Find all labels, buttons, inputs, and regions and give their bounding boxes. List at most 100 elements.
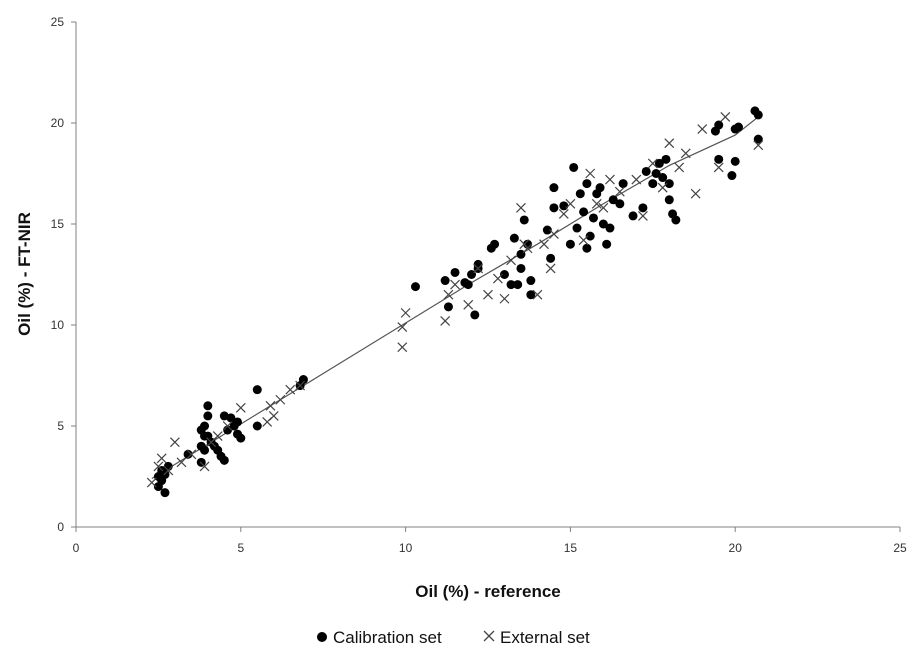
external-point (156, 453, 167, 464)
y-tick-label: 0 (57, 520, 64, 534)
calibration-point (714, 154, 724, 164)
external-point (532, 289, 543, 300)
calibration-point (658, 173, 668, 183)
calibration-point (753, 110, 763, 120)
calibration-point (219, 455, 229, 465)
trendline-group (151, 116, 759, 480)
legend-external-label: External set (500, 628, 590, 647)
data-points (146, 106, 764, 498)
calibration-point (638, 203, 648, 213)
calibration-point (219, 411, 229, 421)
external-point (674, 162, 685, 173)
external-point (565, 198, 576, 209)
calibration-point (519, 215, 529, 225)
external-point (614, 186, 625, 197)
external-point (473, 263, 484, 274)
calibration-point (183, 449, 193, 459)
external-point (295, 380, 306, 391)
calibration-point (470, 310, 480, 320)
external-point (492, 273, 503, 284)
external-point (463, 299, 474, 310)
external-point (713, 162, 724, 173)
calibration-point (490, 239, 500, 249)
external-point (506, 255, 516, 266)
calibration-point (598, 219, 608, 229)
x-tick-label: 0 (73, 541, 80, 555)
calibration-point (499, 270, 509, 279)
external-point (578, 235, 589, 246)
calibration-point (526, 290, 536, 300)
external-point (285, 384, 296, 395)
legend-calibration-marker (317, 632, 327, 642)
x-tick-label: 10 (399, 541, 413, 555)
calibration-point (664, 179, 674, 189)
external-point (753, 140, 764, 151)
external-point (163, 465, 174, 476)
external-point (545, 263, 556, 274)
external-point (539, 239, 549, 250)
external-point (591, 198, 602, 209)
calibration-point (203, 431, 213, 441)
trendline (151, 116, 759, 480)
external-point (146, 477, 157, 488)
external-point (697, 124, 708, 134)
axis-ticks: 0 5 10 15 20 25 0 5 10 15 20 25 (51, 15, 907, 555)
external-point (450, 279, 460, 290)
external-point (153, 461, 164, 472)
external-point (397, 322, 408, 332)
x-axis-title: Oil (%) - reference (415, 582, 561, 601)
external-point (169, 437, 180, 448)
calibration-point (203, 411, 213, 421)
external-point (483, 289, 493, 300)
calibration-point (572, 223, 582, 233)
y-tick-label: 15 (51, 217, 65, 231)
calibration-point (588, 213, 598, 223)
external-point (558, 208, 569, 219)
calibration-point (618, 179, 628, 189)
calibration-point (236, 433, 246, 443)
calibration-point (579, 207, 589, 217)
calibration-point (585, 231, 595, 241)
external-point (605, 174, 615, 185)
calibration-point (730, 156, 740, 166)
external-point (397, 342, 408, 353)
calibration-point (160, 488, 170, 498)
external-point (657, 182, 668, 193)
calibration-point (628, 211, 638, 221)
x-tick-label: 20 (729, 541, 743, 555)
calibration-point (509, 233, 519, 243)
calibration-point (727, 171, 737, 181)
calibration-point (671, 215, 681, 225)
calibration-point (526, 276, 536, 286)
external-point (664, 138, 675, 149)
external-point (631, 174, 642, 185)
calibration-point (463, 280, 473, 290)
external-point (212, 431, 223, 442)
y-tick-label: 10 (51, 318, 65, 332)
y-tick-label: 20 (51, 116, 65, 130)
calibration-point (546, 253, 556, 263)
calibration-point (516, 263, 526, 273)
external-point (637, 210, 648, 221)
calibration-point (450, 267, 460, 277)
y-tick-label: 25 (51, 15, 65, 29)
calibration-point (233, 417, 243, 427)
x-tick-label: 5 (237, 541, 244, 555)
external-point (690, 188, 701, 199)
calibration-point (582, 243, 592, 253)
calibration-point (654, 158, 664, 168)
external-point (400, 307, 411, 318)
external-point (186, 449, 197, 460)
external-point (440, 316, 451, 326)
calibration-point (714, 120, 724, 130)
calibration-point (213, 445, 223, 455)
external-point (522, 243, 533, 254)
calibration-point (605, 223, 615, 233)
calibration-point (602, 239, 612, 249)
external-point (265, 400, 276, 411)
x-tick-label: 15 (564, 541, 578, 555)
calibration-point (753, 134, 763, 144)
external-point (222, 421, 233, 431)
calibration-point (664, 195, 674, 205)
